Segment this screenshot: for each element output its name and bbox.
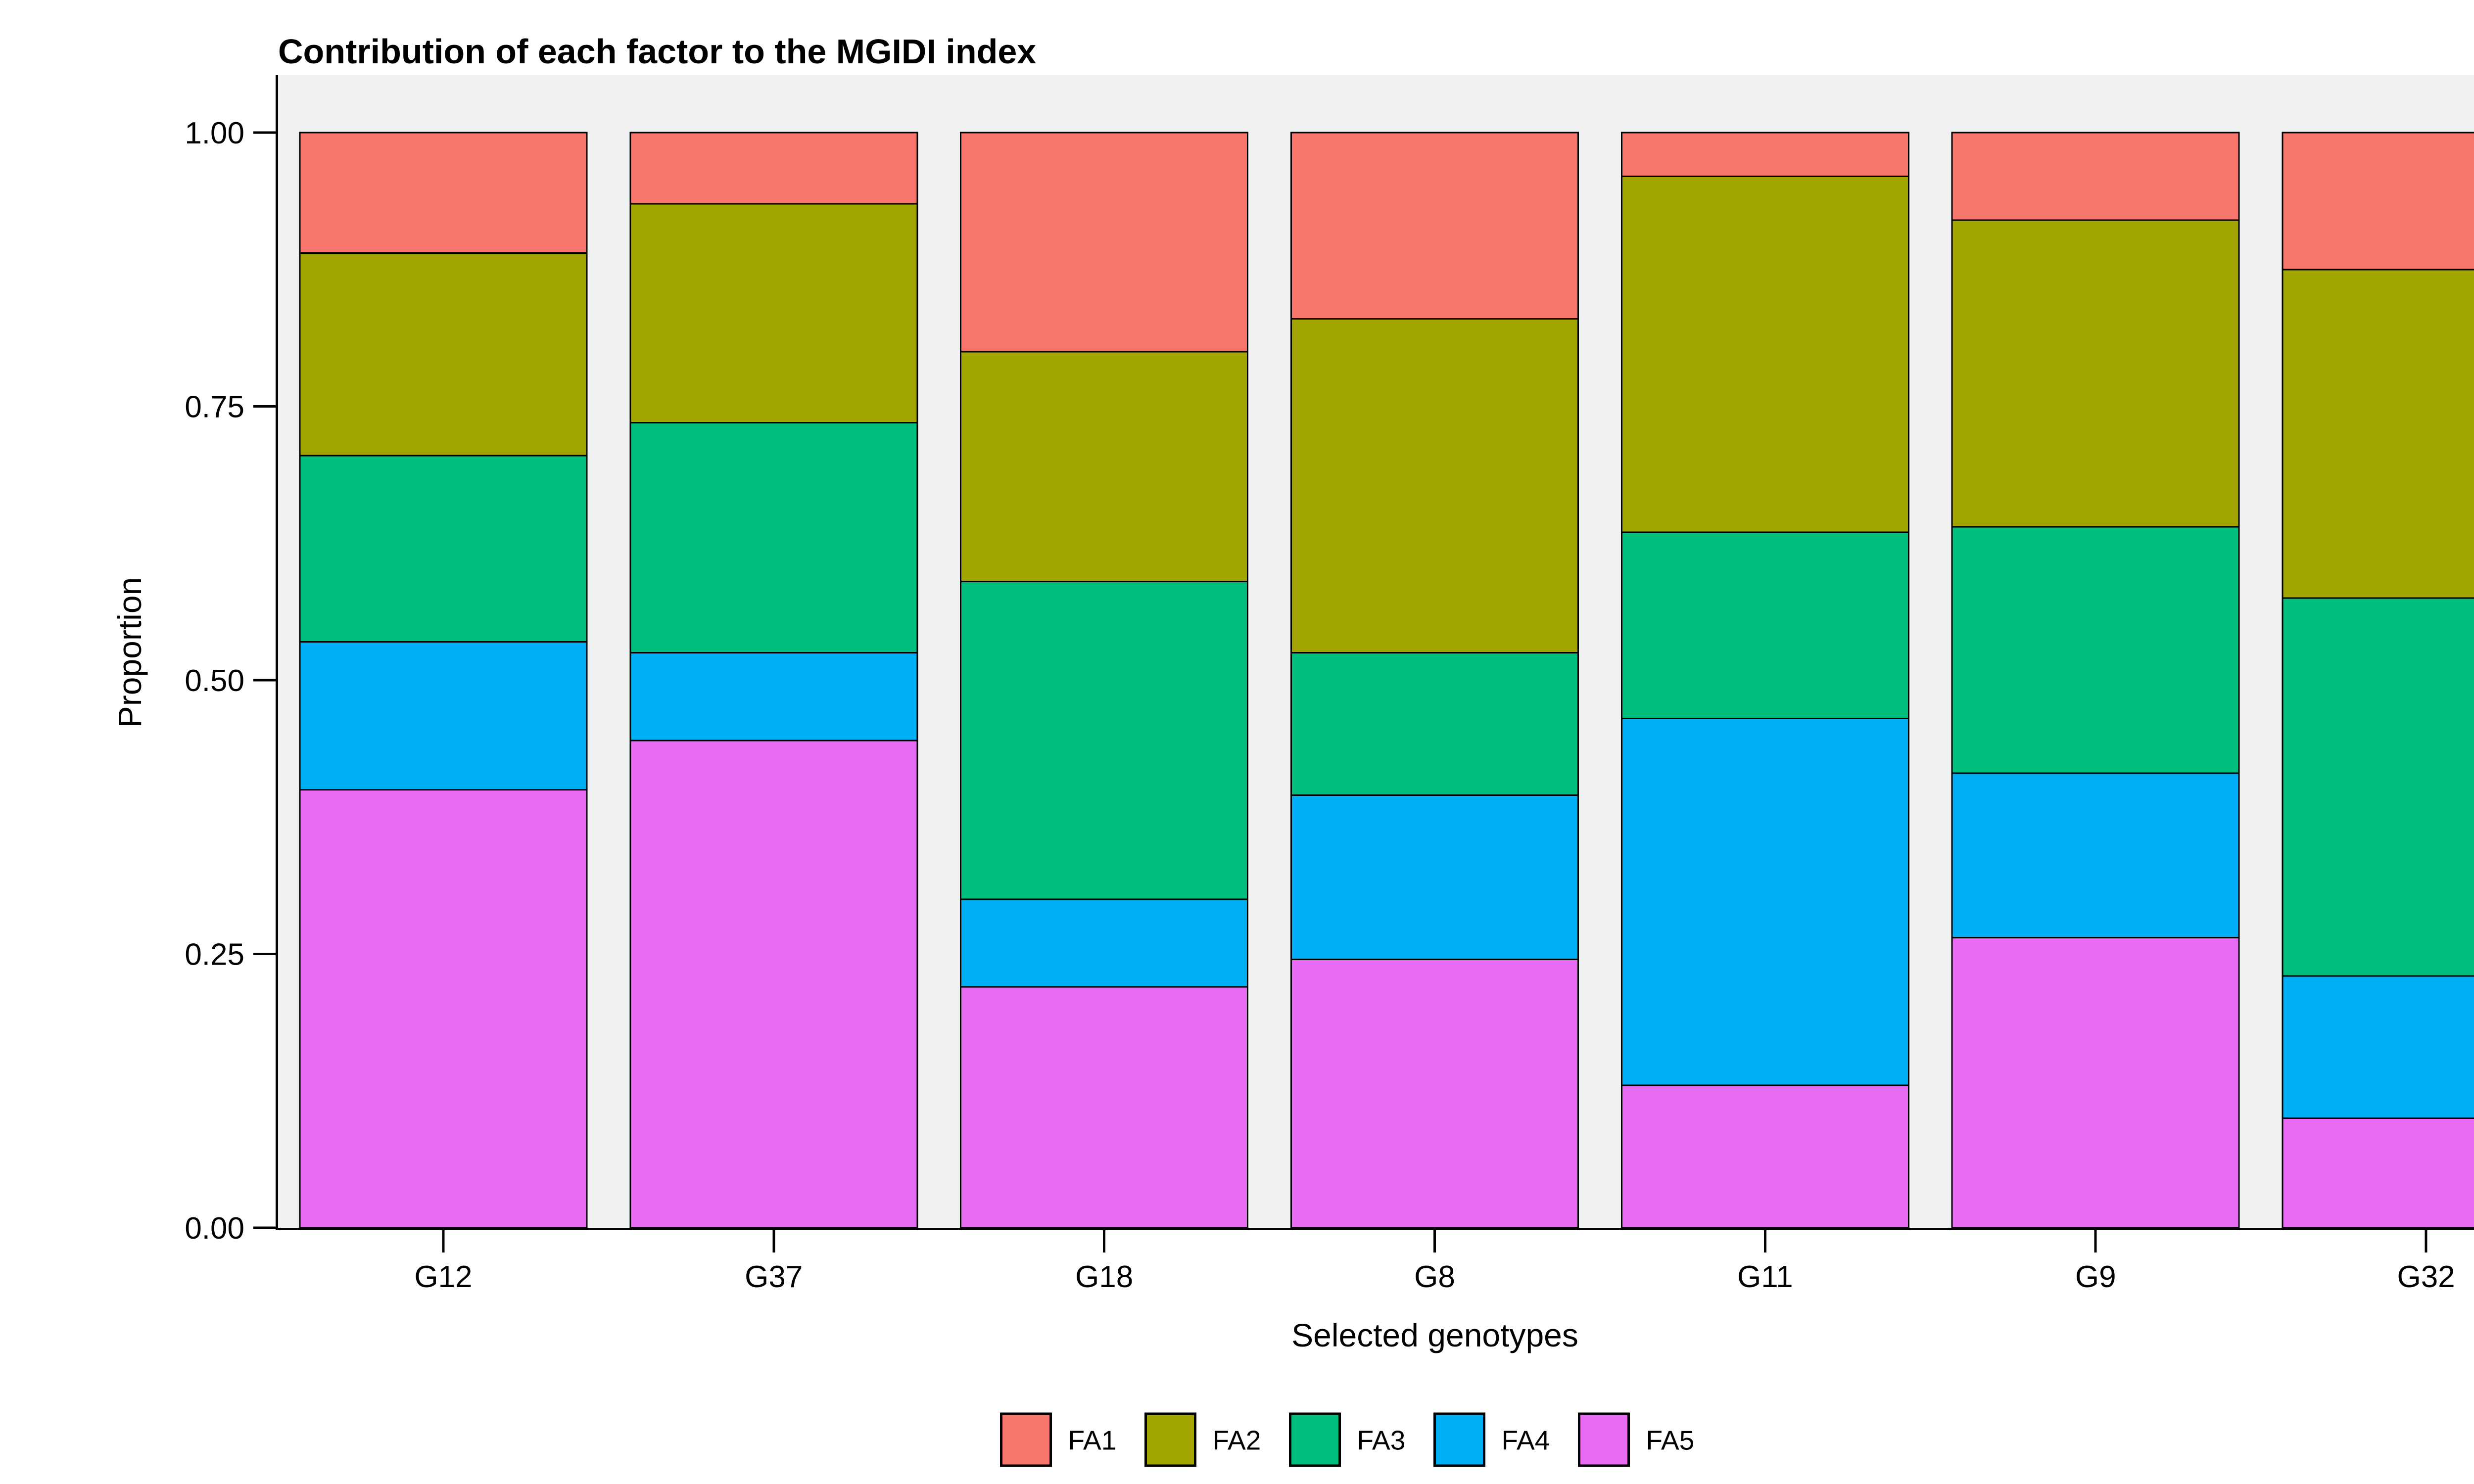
bar-segment-G12-FA1: [299, 132, 588, 254]
bar-segment-G37-FA2: [629, 203, 918, 424]
bar-segment-G12-FA5: [299, 788, 588, 1229]
bar-segment-G32-FA3: [2282, 597, 2474, 977]
bar-segment-G18-FA5: [960, 986, 1249, 1229]
y-tick-mark: [253, 1226, 276, 1229]
legend-label-FA2: FA2: [1213, 1425, 1261, 1456]
x-tick-mark: [442, 1230, 445, 1252]
y-tick-mark: [253, 131, 276, 134]
bar-segment-G32-FA1: [2282, 132, 2474, 271]
bar-segment-G9-FA4: [1951, 772, 2240, 938]
bar-segment-G11-FA3: [1620, 531, 1909, 719]
x-tick-label: G32: [2397, 1260, 2455, 1294]
bars-group: [299, 132, 2474, 1229]
axis-group: [276, 75, 2474, 1230]
legend-key-FA1: [1000, 1412, 1052, 1467]
bar-segment-G18-FA2: [960, 351, 1249, 583]
bar-segment-G37-FA1: [629, 132, 918, 205]
bar-segment-G11-FA1: [1620, 132, 1909, 178]
bar-segment-G32-FA5: [2282, 1117, 2474, 1229]
x-tick-label: G9: [2075, 1260, 2116, 1294]
x-axis-line: [276, 1228, 2474, 1230]
y-tick-label: 0.75: [185, 390, 244, 424]
y-axis-title: Proportion: [111, 577, 148, 728]
bar-segment-G11-FA5: [1620, 1084, 1909, 1229]
bar-segment-G11-FA2: [1620, 176, 1909, 533]
chart-title: Contribution of each factor to the MGIDI…: [278, 32, 1036, 71]
legend-label-FA1: FA1: [1068, 1425, 1117, 1456]
bar-segment-G8-FA1: [1290, 132, 1579, 320]
legend-key-FA4: [1433, 1412, 1485, 1467]
bar-segment-G12-FA2: [299, 252, 588, 457]
bar-segment-G18-FA4: [960, 898, 1249, 988]
bar-segment-G9-FA2: [1951, 219, 2240, 528]
x-axis-title: Selected genotypes: [1291, 1317, 1578, 1353]
y-tick-mark: [253, 679, 276, 682]
bar-segment-G18-FA3: [960, 581, 1249, 900]
x-tick-mark: [1763, 1230, 1766, 1252]
bar-segment-G11-FA4: [1620, 717, 1909, 1086]
legend: FA1 FA2 FA3 FA4 FA5: [1000, 1412, 1695, 1467]
x-tick-group: G12 G37 G18 G8 G11 G9 G32: [414, 1230, 2455, 1294]
bar-segment-G12-FA3: [299, 455, 588, 643]
bar-segment-G32-FA2: [2282, 269, 2474, 599]
y-tick-label: 0.25: [185, 938, 244, 972]
bar-segment-G8-FA3: [1290, 652, 1579, 796]
bar-segment-G8-FA4: [1290, 794, 1579, 961]
bar-segment-G9-FA5: [1951, 936, 2240, 1229]
y-tick-label: 0.50: [185, 664, 244, 698]
legend-label-FA4: FA4: [1502, 1425, 1550, 1456]
legend-label-FA5: FA5: [1646, 1425, 1695, 1456]
bar-segment-G8-FA2: [1290, 318, 1579, 654]
y-tick-group: 0.00 0.25 0.50 0.75 1.00: [185, 116, 276, 1246]
x-tick-label: G37: [745, 1260, 803, 1294]
bar-segment-G32-FA4: [2282, 975, 2474, 1119]
x-tick-label: G8: [1414, 1260, 1455, 1294]
x-tick-label: G12: [414, 1260, 472, 1294]
bar-segment-G37-FA4: [629, 652, 918, 742]
bar-segment-G37-FA3: [629, 422, 918, 654]
x-tick-label: G18: [1075, 1260, 1133, 1294]
bar-segment-G9-FA3: [1951, 526, 2240, 774]
y-tick-label: 0.00: [185, 1211, 244, 1246]
x-tick-mark: [1433, 1230, 1436, 1252]
legend-key-FA5: [1578, 1412, 1630, 1467]
x-tick-mark: [2094, 1230, 2097, 1252]
legend-label-FA3: FA3: [1357, 1425, 1406, 1456]
legend-key-FA2: [1144, 1412, 1196, 1467]
bar-segment-G37-FA5: [629, 740, 918, 1229]
bar-segment-G8-FA5: [1290, 959, 1579, 1229]
y-axis-line: [276, 75, 278, 1230]
x-tick-label: G11: [1737, 1260, 1793, 1294]
x-tick-mark: [2425, 1230, 2427, 1252]
x-tick-mark: [1103, 1230, 1106, 1252]
y-tick-mark: [253, 405, 276, 408]
bar-segment-G9-FA1: [1951, 132, 2240, 221]
bar-segment-G18-FA1: [960, 132, 1249, 353]
y-tick-label: 1.00: [185, 116, 244, 150]
x-tick-mark: [772, 1230, 775, 1252]
bar-segment-G12-FA4: [299, 641, 588, 790]
legend-key-FA3: [1289, 1412, 1341, 1467]
y-tick-mark: [253, 953, 276, 955]
